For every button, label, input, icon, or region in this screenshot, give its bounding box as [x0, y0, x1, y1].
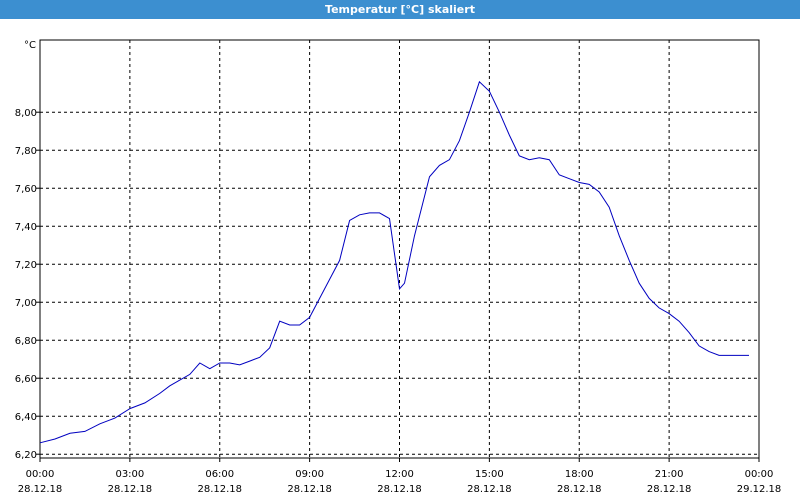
x-axis-ticks: 00:00 28.12.18 03:00 28.12.18 06:00 28.12.18 0… — [18, 458, 782, 495]
y-tick-label: 7,80 — [15, 146, 37, 157]
x-tick-time-label: 09:00 — [295, 469, 324, 480]
window-title-bar: Temperatur [°C] skaliert — [0, 0, 800, 19]
x-tick-time-label: 03:00 — [115, 469, 144, 480]
x-tick-date-label: 28.12.18 — [18, 484, 63, 495]
y-tick-label: 8,00 — [15, 108, 37, 119]
x-tick-date-label: 29.12.18 — [737, 484, 782, 495]
x-tick-date-label: 28.12.18 — [197, 484, 242, 495]
x-tick-date-label: 28.12.18 — [557, 484, 602, 495]
x-tick-time-label: 00:00 — [745, 469, 774, 480]
x-tick-time-label: 21:00 — [655, 469, 684, 480]
y-tick-label: 6,80 — [15, 336, 37, 347]
chart-grid — [40, 40, 759, 458]
temperature-line-chart: °C 6,20 6,40 6,60 6,80 7,00 7,20 7,40 7,60 7,80 8… — [15, 39, 782, 495]
y-tick-label: 7,60 — [15, 184, 37, 195]
x-tick-time-label: 18:00 — [565, 469, 594, 480]
x-tick-time-label: 00:00 — [26, 469, 55, 480]
x-tick-time-label: 12:00 — [385, 469, 414, 480]
temperature-series-line — [39, 80, 749, 444]
y-tick-label: 7,00 — [15, 298, 37, 309]
y-axis-unit-label: °C — [24, 40, 36, 51]
y-tick-label: 6,40 — [15, 412, 37, 423]
y-tick-label: 6,20 — [15, 450, 37, 461]
x-tick-time-label: 15:00 — [475, 469, 504, 480]
y-tick-label: 7,20 — [15, 260, 37, 271]
y-tick-label: 7,40 — [15, 222, 37, 233]
x-tick-time-label: 06:00 — [205, 469, 234, 480]
x-tick-date-label: 28.12.18 — [287, 484, 332, 495]
x-tick-date-label: 28.12.18 — [647, 484, 692, 495]
x-tick-date-label: 28.12.18 — [467, 484, 512, 495]
y-axis-ticks: 6,20 6,40 6,60 6,80 7,00 7,20 7,40 7,60 7,80 8,00 — [15, 108, 40, 461]
x-tick-date-label: 28.12.18 — [377, 484, 422, 495]
window-title: Temperatur [°C] skaliert — [325, 3, 475, 16]
x-tick-date-label: 28.12.18 — [108, 484, 153, 495]
y-tick-label: 6,60 — [15, 374, 37, 385]
